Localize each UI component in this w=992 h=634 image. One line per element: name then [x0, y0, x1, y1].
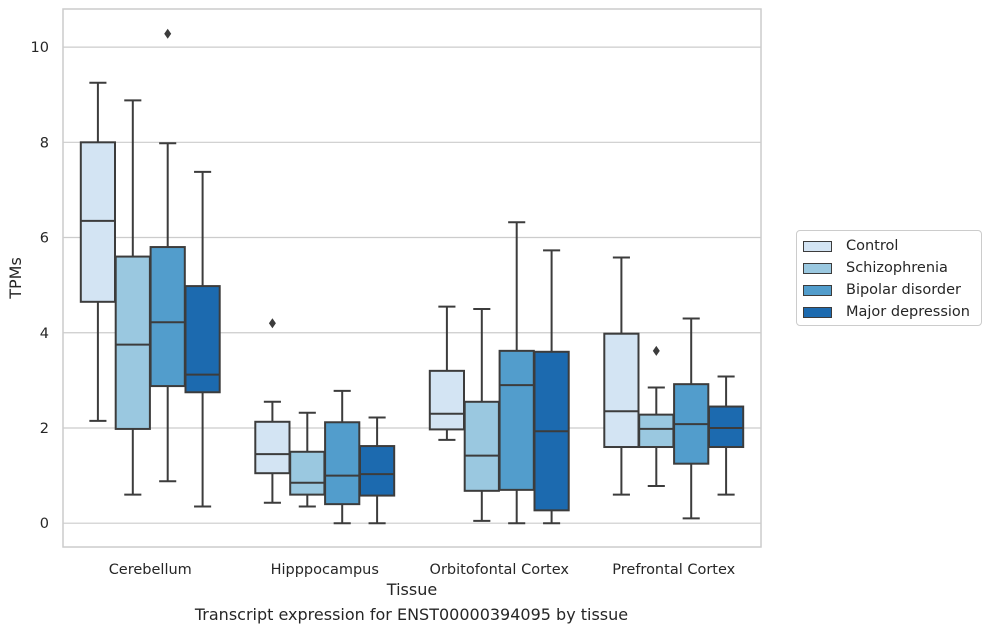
figure-caption: Transcript expression for ENST0000039409…: [194, 605, 629, 624]
y-tick-label: 10: [31, 40, 49, 56]
legend-item-major-depression: Major depression: [803, 302, 970, 322]
legend: Control Schizophrenia Bipolar disorder M…: [796, 230, 982, 326]
box: [324, 421, 361, 506]
box: [358, 445, 396, 497]
outlier-point: [268, 318, 276, 329]
box: [254, 420, 291, 475]
legend-label-schizophrenia: Schizophrenia: [846, 260, 948, 276]
plot-frame: [62, 8, 762, 548]
box: [428, 369, 466, 431]
x-axis-label: Tissue: [386, 580, 437, 599]
outlier-point: [652, 345, 660, 356]
y-tick-label: 8: [40, 135, 49, 151]
y-tick-label: 2: [40, 421, 49, 437]
box: [498, 349, 535, 491]
x-tick-label: Orbitofontal Cortex: [430, 562, 570, 578]
box: [149, 246, 186, 388]
outlier-point: [164, 28, 172, 39]
legend-swatch-control: [803, 240, 832, 252]
box: [79, 141, 117, 303]
box: [603, 332, 640, 449]
box: [463, 400, 500, 492]
legend-item-control: Control: [803, 236, 898, 256]
x-tick-label: Hipppocampus: [271, 562, 379, 578]
y-tick-label: 6: [40, 231, 49, 247]
x-tick-label: Prefrontal Cortex: [612, 562, 735, 578]
legend-label-major-depression: Major depression: [846, 304, 970, 320]
box: [638, 413, 675, 449]
box: [289, 450, 326, 496]
y-axis-label: TPMs: [6, 257, 25, 300]
legend-label-bipolar: Bipolar disorder: [846, 282, 961, 298]
box: [707, 405, 745, 449]
y-tick-label: 4: [40, 326, 49, 342]
legend-label-control: Control: [846, 238, 899, 254]
legend-item-bipolar: Bipolar disorder: [803, 280, 961, 300]
legend-swatch-major-depression: [803, 306, 832, 318]
legend-swatch-schizophrenia: [803, 262, 832, 274]
y-tick-label: 0: [40, 516, 49, 532]
x-tick-label: Cerebellum: [109, 562, 192, 578]
box: [114, 255, 151, 430]
legend-item-schizophrenia: Schizophrenia: [803, 258, 948, 278]
box: [184, 285, 221, 394]
legend-swatch-bipolar: [803, 284, 832, 296]
